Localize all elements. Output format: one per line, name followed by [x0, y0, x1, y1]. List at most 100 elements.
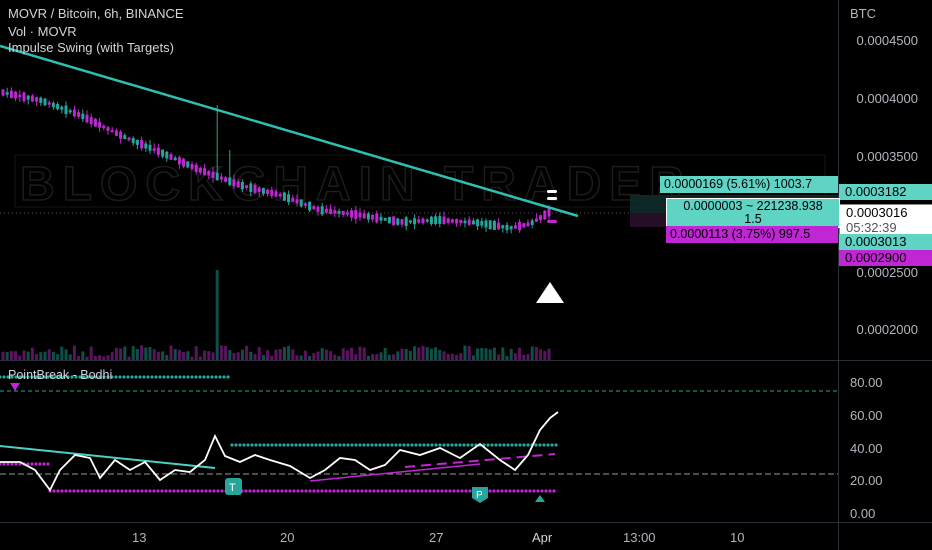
candle-body: [236, 181, 240, 188]
osc-level-dot: [78, 375, 82, 379]
osc-level-dot: [244, 489, 248, 493]
volume-bar: [337, 356, 341, 360]
candle-body: [497, 222, 501, 230]
osc-level-dot: [96, 489, 100, 493]
candle-body: [81, 113, 85, 119]
osc-level-dot: [500, 489, 504, 493]
osc-level-dot: [298, 443, 302, 447]
volume-bar: [22, 350, 26, 360]
volume-bar: [484, 348, 488, 360]
volume-bar: [215, 270, 219, 360]
osc-level-dot: [406, 443, 410, 447]
candle-body: [140, 140, 144, 149]
osc-level-dot: [470, 443, 474, 447]
osc-level-dot: [188, 489, 192, 493]
osc-level-dot: [264, 489, 268, 493]
candle-body: [173, 157, 177, 160]
volume-bar: [228, 349, 232, 360]
level-price-tag: 0.0003013: [839, 234, 932, 250]
candle-body: [156, 147, 160, 155]
candle-body: [484, 220, 488, 228]
volume-bar: [102, 356, 106, 360]
volume-bar: [182, 351, 186, 360]
osc-level-dot: [402, 443, 406, 447]
volume-bar: [224, 345, 228, 360]
osc-level-dot: [522, 443, 526, 447]
osc-level-dot: [514, 443, 518, 447]
osc-level-dot: [250, 443, 254, 447]
osc-level-dot: [542, 443, 546, 447]
osc-level-dot: [74, 375, 78, 379]
candle-body: [350, 210, 354, 218]
osc-level-dot: [98, 375, 102, 379]
indicator-legend[interactable]: Impulse Swing (with Targets): [8, 40, 174, 55]
osc-level-dot: [62, 375, 66, 379]
osc-level-dot: [140, 489, 144, 493]
candle-body: [274, 191, 278, 197]
volume-bar: [316, 351, 320, 360]
volume-legend[interactable]: Vol · MOVR: [8, 24, 77, 39]
candle-body: [354, 210, 358, 219]
volume-bar: [93, 356, 97, 360]
osc-level-dot: [168, 489, 172, 493]
osc-level-dot: [170, 375, 174, 379]
osc-level-dot: [116, 489, 120, 493]
candle-body: [249, 183, 253, 192]
candle-body: [85, 114, 89, 123]
volume-bar: [240, 349, 244, 360]
middle-info-line2: 1.5: [744, 212, 762, 226]
candle-body: [240, 181, 244, 190]
volume-bar: [119, 348, 123, 360]
candle-body: [383, 218, 387, 221]
volume-bar: [51, 351, 55, 360]
osc-level-dot: [434, 443, 438, 447]
osc-level-dot: [414, 443, 418, 447]
osc-level-dot: [34, 375, 38, 379]
currency-label: BTC: [850, 6, 876, 21]
candle-body: [362, 213, 366, 219]
osc-level-dot: [404, 489, 408, 493]
osc-level-dot: [238, 443, 242, 447]
osc-magenta-dashed: [404, 453, 556, 468]
osc-level-dot: [234, 443, 238, 447]
price-axis-label: 0.0003500: [856, 149, 918, 164]
osc-level-dot: [66, 375, 70, 379]
candle-body: [135, 139, 139, 145]
osc-level-dot: [396, 489, 400, 493]
candle-body: [22, 92, 26, 102]
volume-bar: [459, 353, 463, 360]
candle-body: [161, 149, 165, 157]
osc-level-dot: [184, 489, 188, 493]
volume-bar: [236, 352, 240, 360]
candle-body: [72, 109, 76, 117]
osc-level-dot: [328, 489, 332, 493]
candle-body: [198, 167, 202, 173]
volume-bar: [375, 354, 379, 360]
osc-level-dot: [426, 443, 430, 447]
candle-body: [543, 210, 547, 220]
osc-level-dot: [190, 375, 194, 379]
volume-bar: [81, 351, 85, 360]
volume-bar: [194, 346, 198, 360]
osc-level-dot: [452, 489, 456, 493]
osc-level-dot: [2, 462, 6, 466]
volume-bar: [505, 355, 509, 360]
osc-level-dot: [504, 489, 508, 493]
osc-level-dot: [362, 443, 366, 447]
osc-level-dot: [350, 443, 354, 447]
osc-level-dot: [198, 375, 202, 379]
osc-axis-label: 0.00: [850, 506, 876, 521]
symbol-legend[interactable]: MOVR / Bitcoin, 6h, BINANCE: [8, 6, 184, 21]
oscillator-legend[interactable]: PointBreak - Bodhi: [8, 368, 113, 382]
pane-divider-1: [0, 360, 932, 361]
candle-body: [39, 97, 43, 103]
osc-level-dot: [348, 489, 352, 493]
osc-level-dot: [388, 489, 392, 493]
candle-body: [93, 118, 97, 127]
candle-body: [228, 177, 232, 185]
watermark-text: BLOCKCHAIN TRADER: [20, 158, 692, 211]
osc-axis-label: 60.00: [850, 408, 883, 423]
osc-level-dot: [430, 443, 434, 447]
osc-level-dot: [218, 375, 222, 379]
